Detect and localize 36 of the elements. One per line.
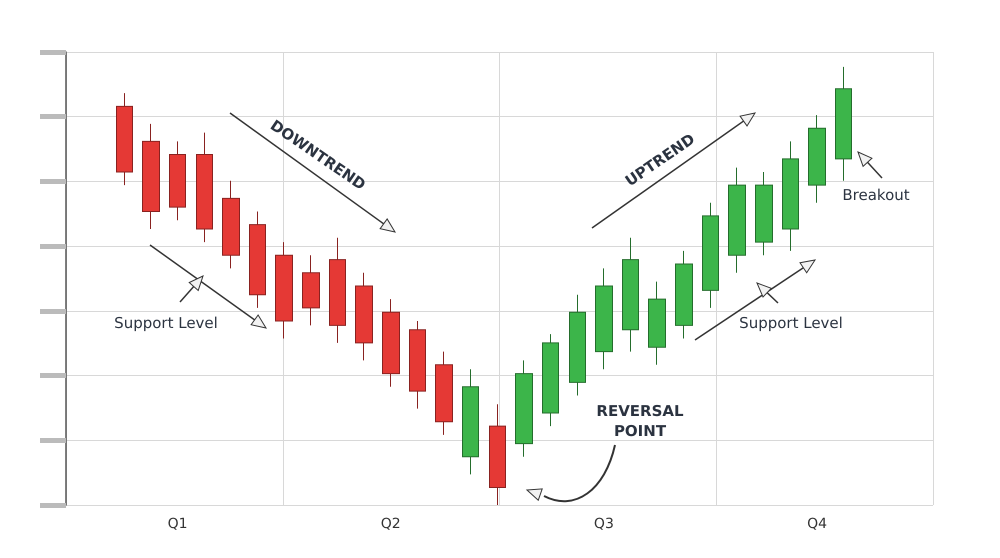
candlestick	[622, 237, 639, 352]
annotation: REVERSAL POINT	[596, 402, 684, 440]
candlestick	[542, 334, 559, 427]
candlestick	[675, 250, 693, 340]
annotation: Support Level	[739, 314, 843, 332]
annotation: Breakout	[842, 186, 910, 204]
candlestick	[116, 92, 133, 186]
candlestick	[275, 242, 293, 340]
candlestick	[489, 404, 506, 506]
candlestick	[302, 254, 320, 326]
candlestick	[755, 172, 773, 256]
candlestick	[515, 360, 533, 458]
candlestick	[169, 140, 186, 221]
x-tick-label: Q3	[594, 516, 614, 532]
candlestick	[196, 132, 213, 243]
candlestick	[702, 202, 719, 308]
annotation: Support Level	[114, 314, 218, 332]
candlestick	[728, 167, 746, 274]
candlestick	[409, 320, 426, 410]
candlestick	[382, 298, 400, 388]
x-tick-label: Q4	[807, 516, 828, 532]
candlestick	[355, 272, 373, 361]
candlestick	[569, 294, 586, 396]
candlestick	[595, 268, 613, 370]
candlestick	[249, 210, 266, 308]
candlestick	[835, 66, 852, 182]
candlestick	[808, 114, 826, 204]
candlestick	[462, 368, 479, 475]
candlestick	[329, 237, 346, 344]
x-tick-label: Q1	[168, 516, 188, 532]
x-tick-label: Q2	[380, 516, 401, 532]
candlestick	[222, 180, 240, 269]
candlestick	[782, 140, 799, 252]
candlestick	[142, 123, 160, 230]
candlestick	[435, 351, 453, 436]
candlestick	[648, 281, 666, 366]
